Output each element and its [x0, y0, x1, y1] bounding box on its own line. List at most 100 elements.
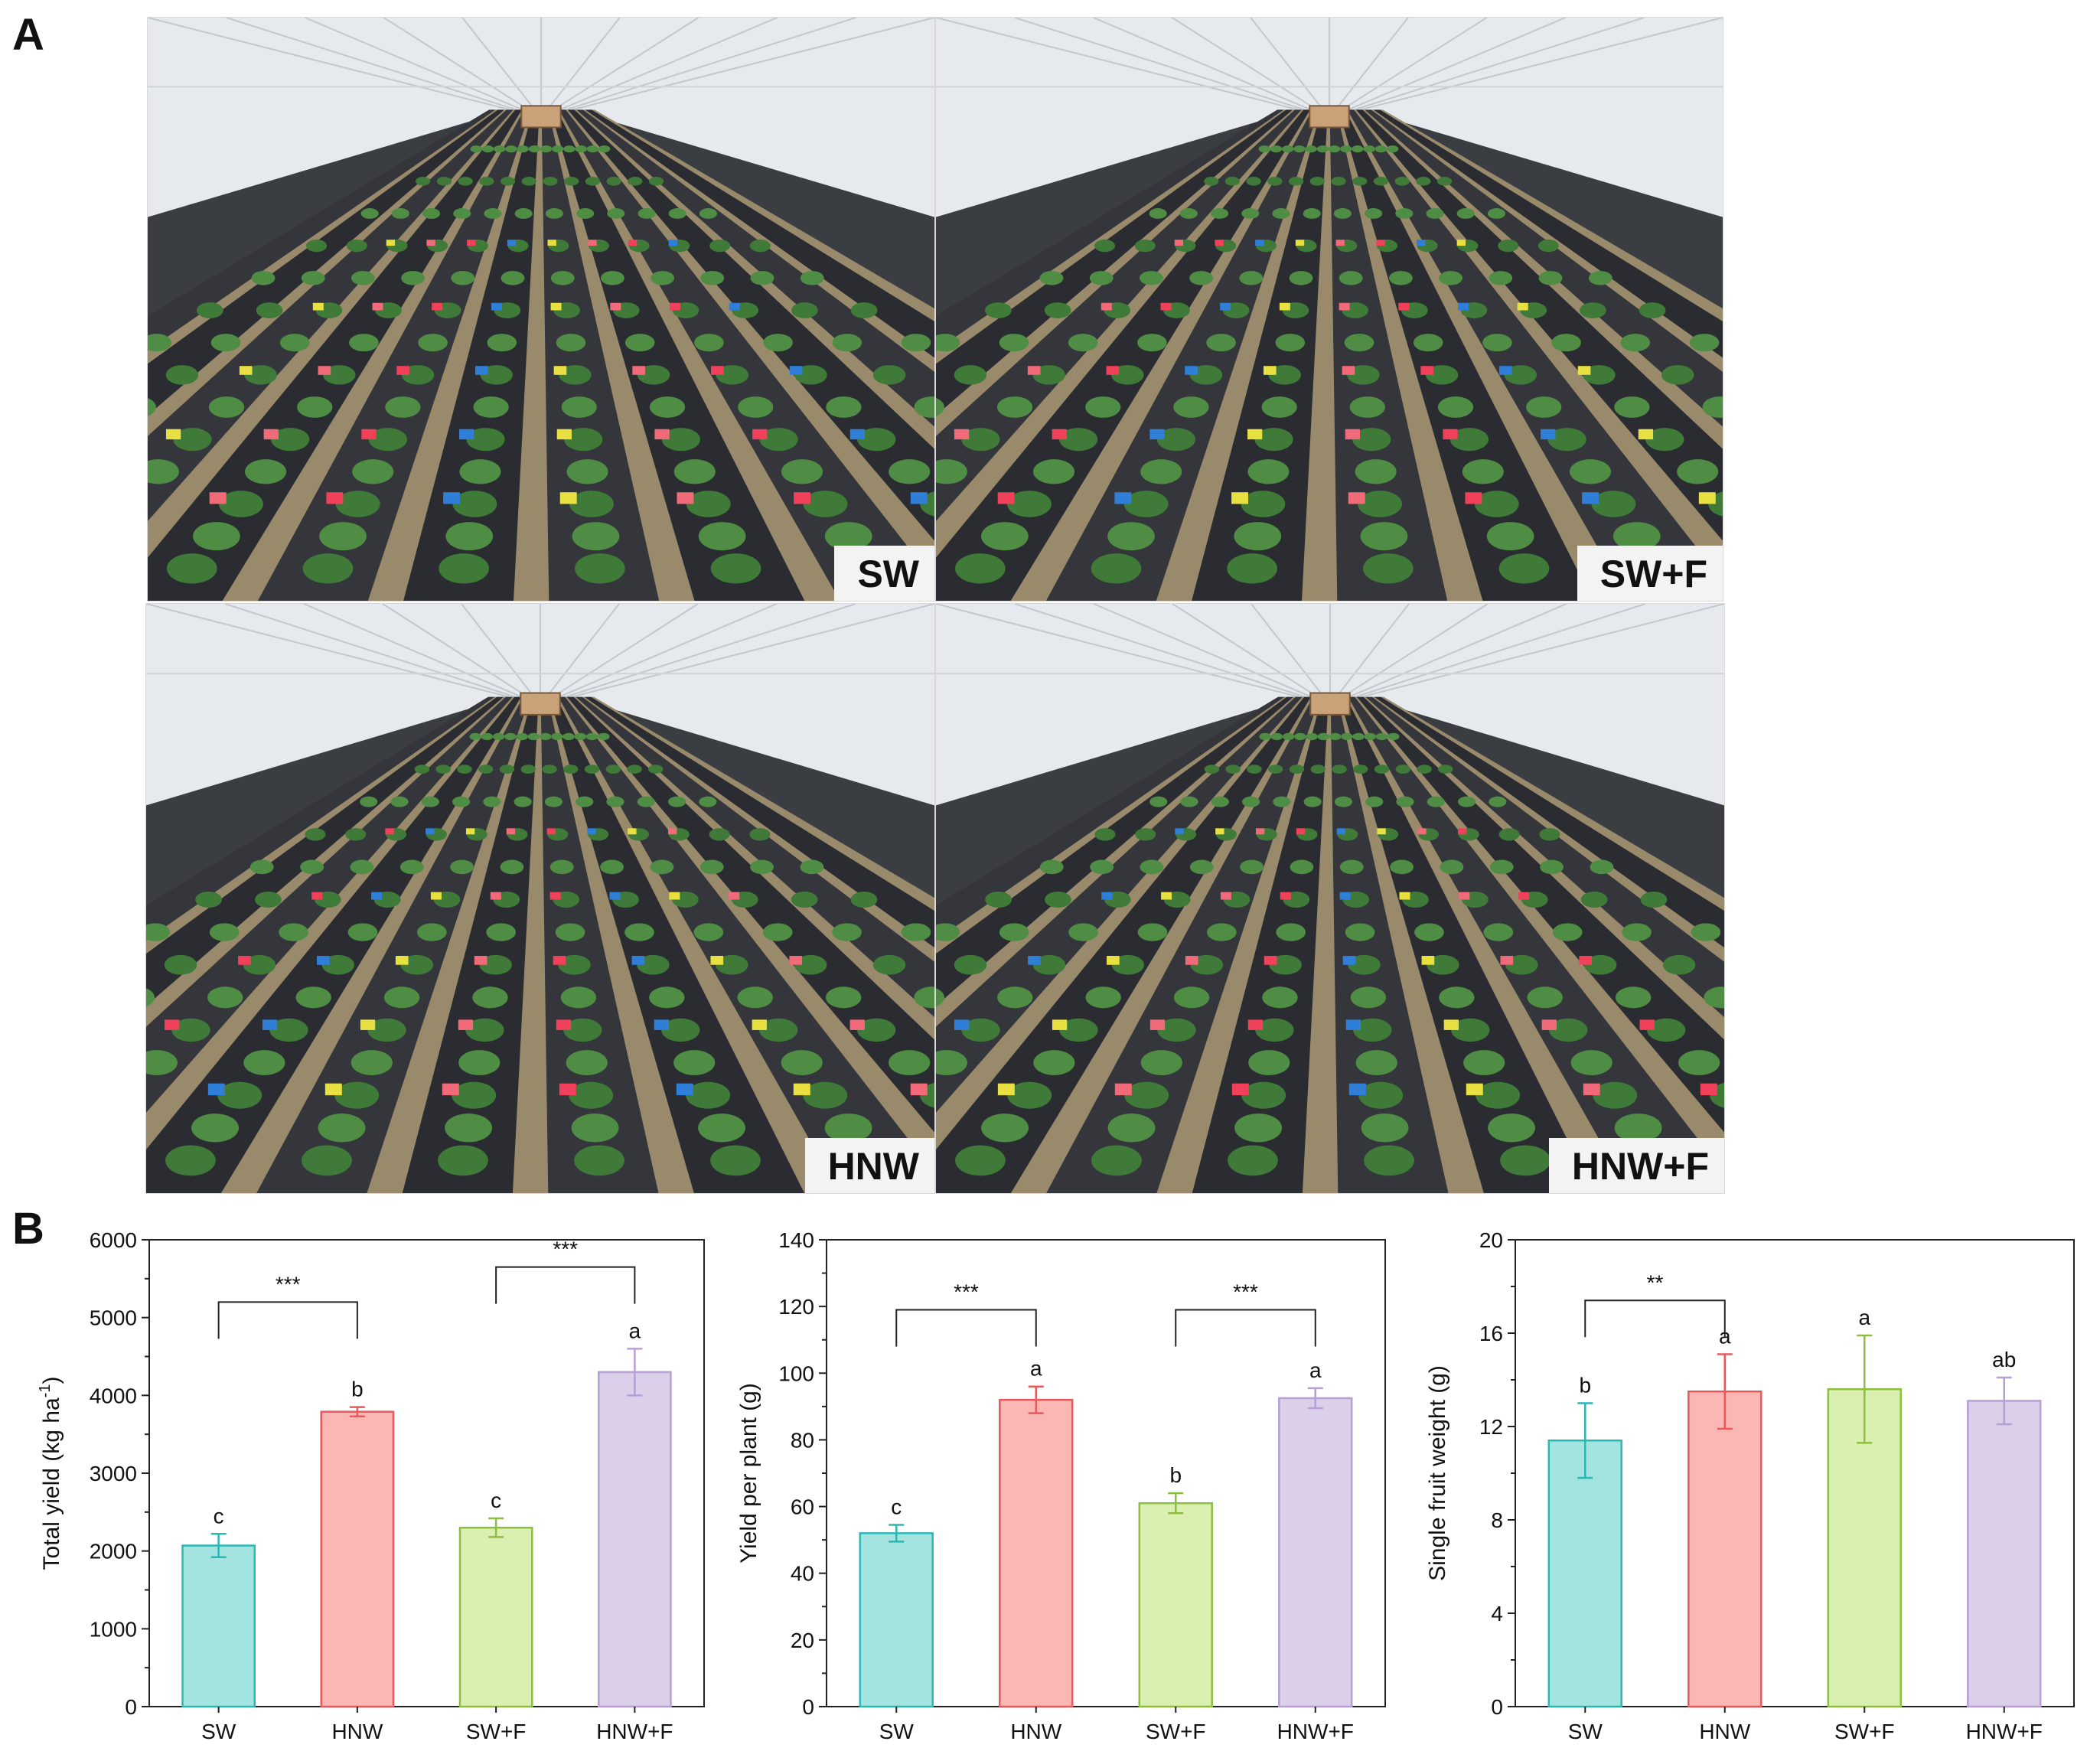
strawberry-plant — [1540, 859, 1564, 875]
strawberry-plant — [1417, 765, 1432, 774]
strawberry-plant — [1267, 177, 1283, 186]
plant-tag — [631, 956, 645, 965]
plant-tag — [729, 302, 740, 311]
greenhouse-frame — [1354, 18, 1645, 111]
strawberry-plant — [1240, 859, 1264, 875]
x-tick-label: HNW+F — [596, 1720, 673, 1743]
strawberry-plant — [1352, 145, 1364, 153]
strawberry-plant — [716, 954, 748, 975]
strawberry-plant — [301, 271, 325, 285]
strawberry-plant — [436, 177, 452, 186]
strawberry-plant — [1045, 891, 1071, 908]
strawberry-plant — [1085, 986, 1121, 1009]
plant-tag — [667, 828, 677, 835]
plant-tag — [426, 240, 435, 246]
strawberry-plant — [484, 208, 502, 219]
plant-tag — [1231, 1083, 1249, 1096]
y-tick-label: 12 — [1479, 1415, 1503, 1439]
plant-tag — [207, 1083, 225, 1096]
strawberry-plant — [465, 1018, 504, 1042]
strawberry-plant — [479, 954, 512, 975]
greenhouse-frame — [572, 18, 934, 111]
significance-bracket — [1175, 1309, 1316, 1347]
strawberry-plant — [800, 271, 824, 285]
strawberry-plant — [574, 732, 587, 741]
strawberry-plant — [244, 365, 277, 385]
plant-tag — [507, 240, 517, 246]
strawberry-plant — [209, 923, 240, 941]
strawberry-plant — [1339, 271, 1363, 285]
soil-furrow — [1010, 109, 1313, 601]
soil-furrow — [367, 696, 533, 1193]
strawberry-plant — [1247, 459, 1290, 484]
plant-tag — [459, 429, 474, 440]
photo-label-sw: SW — [834, 546, 934, 601]
strawberry-plant — [1085, 396, 1121, 418]
strawberry-plant — [481, 145, 494, 153]
strawberry-plant — [1282, 145, 1294, 153]
strawberry-plant — [1476, 1081, 1521, 1109]
plant-tag — [239, 366, 253, 375]
greenhouse-frame — [303, 604, 522, 698]
strawberry-plant — [556, 334, 586, 352]
mulch-row — [936, 696, 1311, 1193]
mulch-row — [1046, 696, 1320, 1193]
strawberry-plant — [1329, 732, 1342, 741]
panel-b-letter: B — [12, 1204, 44, 1254]
strawberry-plant — [585, 732, 598, 741]
y-tick-label: 2000 — [90, 1540, 137, 1564]
strawberry-plant — [600, 859, 624, 875]
plant-tag — [1377, 828, 1386, 835]
strawberry-plant — [478, 765, 494, 774]
mulch-row — [936, 109, 1311, 601]
strawberry-plant — [628, 177, 643, 186]
strawberry-plant — [1364, 1145, 1414, 1176]
significance-letter: c — [491, 1489, 501, 1512]
soil-furrow — [367, 109, 534, 601]
strawberry-plant — [981, 1114, 1029, 1143]
strawberry-plant — [1363, 553, 1414, 584]
strawberry-plant — [700, 271, 725, 285]
strawberry-plant — [1396, 796, 1414, 807]
strawberry-plant — [572, 522, 620, 551]
strawberry-plant — [551, 732, 563, 741]
greenhouse-frame — [546, 604, 620, 698]
strawberry-plant — [850, 891, 878, 908]
strawberry-plant — [1352, 732, 1365, 741]
plant-tag — [1443, 429, 1458, 440]
strawberry-plant — [414, 765, 430, 774]
strawberry-plant — [416, 177, 431, 186]
x-tick-label: SW — [1568, 1720, 1603, 1743]
strawberry-plant — [1134, 240, 1156, 253]
strawberry-plant — [453, 208, 471, 219]
strawberry-plant — [563, 145, 576, 153]
plant-tag — [556, 429, 572, 440]
strawberry-plant — [165, 365, 199, 385]
strawberry-plant — [575, 553, 625, 584]
bar — [1138, 1502, 1213, 1708]
soil-furrow — [1010, 696, 1314, 1193]
strawberry-plant — [347, 923, 378, 941]
y-tick-label: 4 — [1491, 1602, 1503, 1625]
strawberry-plant — [985, 302, 1012, 318]
strawberry-plant — [794, 365, 827, 385]
plant-tag — [1499, 366, 1512, 375]
strawberry-plant — [1275, 334, 1306, 352]
strawberry-plant — [571, 1114, 619, 1143]
strawberry-plant — [794, 954, 827, 975]
strawberry-plant — [295, 986, 331, 1009]
strawberry-plant — [1305, 145, 1317, 153]
plant-tag — [1457, 828, 1467, 835]
plant-tag — [1348, 1083, 1366, 1096]
greenhouse-frame — [936, 604, 1299, 698]
strawberry-plant — [480, 365, 513, 385]
strawberry-plant — [1239, 271, 1264, 285]
strawberry-plant — [457, 765, 472, 774]
strawberry-plant — [648, 177, 664, 186]
greenhouse-photo-hnw: HNW — [145, 603, 935, 1194]
plant-tag — [1215, 828, 1224, 835]
mulch-row — [146, 696, 495, 941]
plant-tag — [1336, 828, 1345, 835]
chart-single-fruit-weight-svg: 0 4 8 12 16 20 Single fruit weight (g) b SW a HNW a… — [1425, 1228, 2075, 1743]
strawberry-plant — [558, 954, 591, 975]
